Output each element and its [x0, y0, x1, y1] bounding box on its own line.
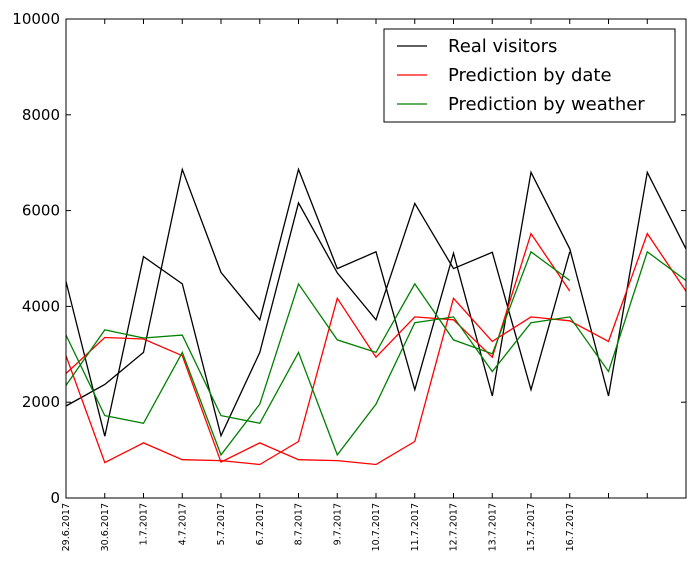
x-tick-label: 9.7.2017 — [332, 503, 343, 545]
x-tick-label: 1.7.2017 — [139, 503, 150, 545]
x-axis: 29.6.2017 30.6.2017 1.7.2017 4.7.2017 5.7.20… — [61, 19, 687, 551]
y-tick-label: 10000 — [12, 10, 60, 28]
x-tick-label: 6.7.2017 — [255, 503, 266, 545]
y-tick-label: 4000 — [22, 297, 60, 315]
x-tick-label: 8.7.2017 — [294, 503, 305, 545]
series-line-real-visitors-2 — [65, 167, 687, 407]
legend: Real visitors Prediction by date Predictio… — [383, 28, 676, 123]
series-line-prediction-by-weather-2 — [65, 250, 687, 457]
y-axis: 0 2000 4000 6000 8000 10000 — [12, 10, 686, 507]
x-tick-label: 30.6.2017 — [100, 503, 111, 551]
legend-box — [383, 28, 676, 123]
series-line-prediction-by-date-2 — [65, 232, 687, 466]
x-tick-label: 11.7.2017 — [410, 503, 421, 551]
y-tick-label: 6000 — [22, 202, 60, 220]
x-tick-label: 16.7.2017 — [565, 503, 576, 551]
x-tick-label: 10.7.2017 — [371, 503, 382, 551]
y-tick-label: 0 — [50, 489, 60, 507]
y-tick-label: 8000 — [22, 106, 60, 124]
series-lines — [65, 167, 687, 466]
x-tick-label: 13.7.2017 — [487, 503, 498, 551]
x-tick-label: 15.7.2017 — [526, 503, 537, 551]
x-tick-label: 29.6.2017 — [61, 503, 72, 551]
y-tick-label: 2000 — [22, 393, 60, 411]
legend-label: Prediction by weather — [448, 94, 645, 115]
x-tick-label: 12.7.2017 — [449, 503, 460, 551]
series-line-prediction-by-weather-1 — [65, 250, 571, 457]
legend-label: Prediction by date — [448, 65, 612, 86]
legend-label: Real visitors — [448, 36, 557, 57]
x-tick-label: 5.7.2017 — [216, 503, 227, 545]
x-tick-label: 4.7.2017 — [177, 503, 188, 545]
series-line-real-visitors-1 — [65, 201, 571, 438]
